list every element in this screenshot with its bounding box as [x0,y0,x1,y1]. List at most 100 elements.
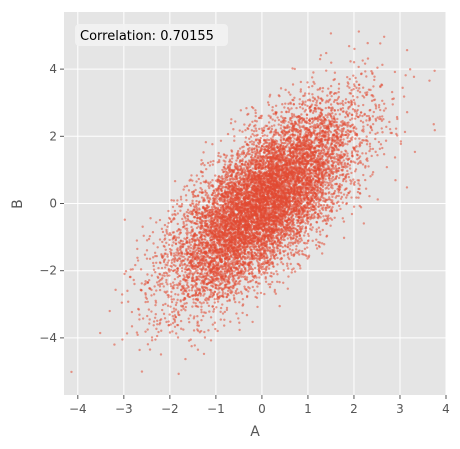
scatter-point [317,226,321,229]
scatter-point [148,257,152,261]
scatter-point [254,127,257,130]
scatter-point [198,200,201,203]
scatter-point [152,320,156,323]
scatter-point [287,102,290,106]
scatter-point [304,130,308,134]
scatter-point [192,301,195,304]
scatter-point [179,195,183,199]
scatter-point [202,180,206,183]
scatter-point [284,245,287,248]
scatter-point [267,138,271,142]
scatter-point [278,280,281,284]
scatter-point [200,238,203,242]
scatter-point [277,143,280,146]
scatter-point [195,180,198,183]
scatter-point [366,123,369,127]
scatter-point [204,219,208,222]
scatter-point [286,150,289,153]
scatter-point [252,129,256,133]
scatter-point [209,316,213,319]
scatter-point [331,175,335,179]
scatter-point [113,343,116,346]
scatter-point [401,86,404,90]
scatter-point [175,202,179,206]
scatter-point [291,67,294,70]
scatter-point [136,259,140,262]
scatter-point [200,163,203,166]
scatter-point [432,123,435,126]
scatter-point [133,282,136,286]
scatter-point [388,127,392,131]
scatter-point [304,222,307,225]
scatter-point [267,267,271,270]
scatter-point [264,280,268,283]
scatter-point [150,336,154,339]
scatter-point [358,87,361,90]
scatter-point [179,198,183,201]
scatter-point [152,293,156,296]
scatter-point [70,370,73,374]
scatter-point [357,182,360,185]
scatter-point [279,87,283,90]
scatter-point [254,114,257,118]
scatter-point [200,159,203,162]
scatter-point [165,281,168,284]
scatter-point [163,274,166,278]
scatter-point [295,106,298,110]
scatter-point [201,174,204,178]
scatter-point [175,251,178,254]
scatter-point [338,129,341,132]
scatter-point [161,303,165,307]
scatter-point [171,315,175,318]
scatter-point [272,256,276,260]
scatter-point [349,182,352,185]
scatter-point [327,187,330,191]
scatter-point [277,123,280,126]
scatter-point [216,329,219,333]
scatter-point [163,223,167,227]
scatter-point [340,195,344,199]
scatter-point [187,247,190,250]
scatter-point [187,339,191,342]
scatter-point [287,275,290,278]
scatter-point [372,110,376,114]
scatter-point [256,251,260,254]
scatter-point [373,75,376,78]
scatter-point [145,239,149,242]
scatter-point [190,234,193,237]
scatter-point [322,203,326,207]
scatter-point [303,231,307,234]
scatter-point [223,163,227,166]
scatter-point [302,241,306,245]
scatter-point [166,293,169,297]
scatter-point [165,232,169,235]
scatter-point [364,70,367,73]
scatter-point [211,178,214,182]
scatter-point [354,137,357,140]
scatter-point [281,116,285,120]
scatter-point [280,261,283,264]
scatter-point [209,160,212,163]
scatter-point [219,318,222,321]
scatter-point [338,113,342,116]
scatter-point [114,288,117,292]
scatter-point [306,131,310,134]
scatter-point [330,94,333,98]
scatter-point [315,228,318,231]
scatter-point [361,86,365,89]
scatter-point [339,207,342,211]
scatter-point [161,274,164,277]
scatter-point [182,328,185,331]
scatter-point [213,301,216,304]
scatter-point [355,80,358,83]
scatter-point [176,336,180,339]
scatter-point [298,98,301,101]
scatter-point [344,115,347,119]
scatter-point [192,202,195,205]
scatter-point [229,163,232,166]
scatter-point [190,289,194,292]
scatter-point [254,109,257,112]
scatter-point [166,255,169,258]
scatter-point [318,230,322,233]
scatter-point [251,278,254,282]
